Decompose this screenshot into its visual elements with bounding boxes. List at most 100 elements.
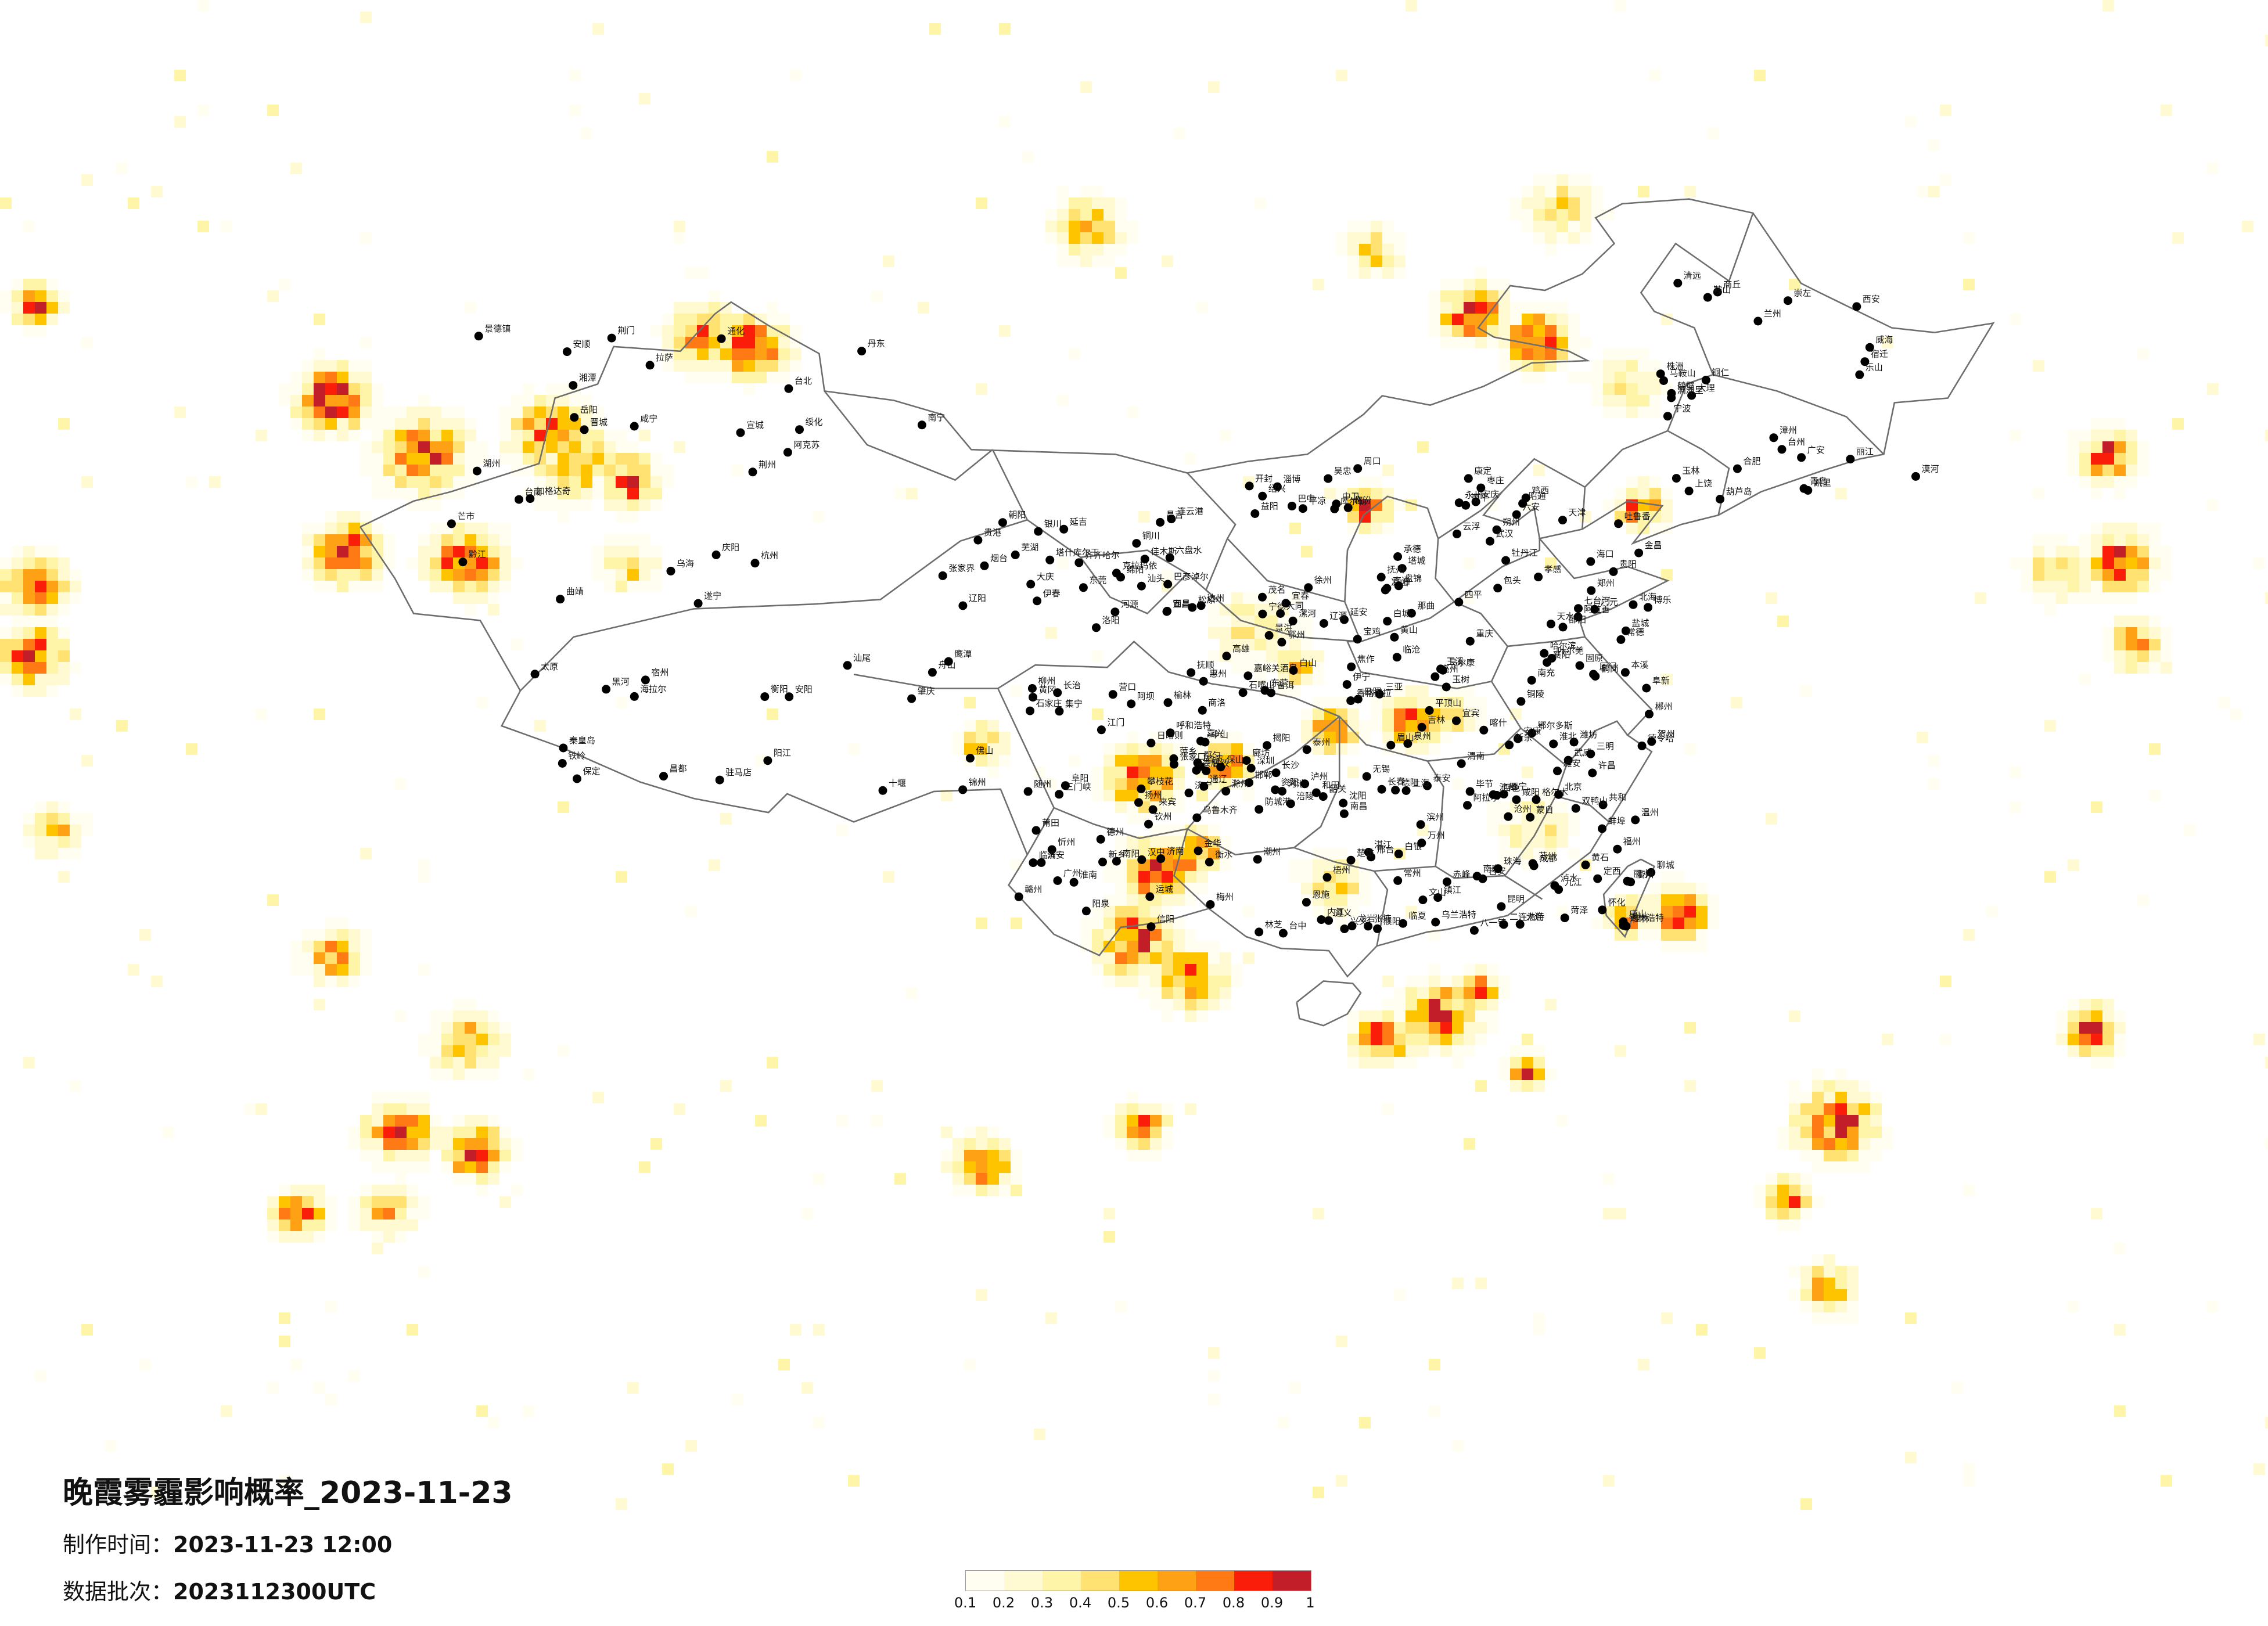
city-dot: [1574, 604, 1583, 613]
city-dot: [1156, 517, 1165, 527]
probability-cell: [964, 1138, 976, 1150]
city-dot: [1258, 592, 1267, 602]
probability-cell: [1080, 256, 1092, 267]
probability-cell: [1452, 999, 1464, 1010]
probability-cell: [1406, 906, 1417, 918]
city-label: 广安: [1807, 445, 1825, 455]
probability-cell: [488, 604, 499, 616]
probability-cell: [2102, 592, 2114, 604]
probability-cell: [964, 1173, 976, 1185]
probability-cell: [639, 499, 650, 511]
probability-cell: [1615, 894, 1626, 906]
city-marker: 乌兰浩特: [1431, 909, 1476, 927]
probability-cell: [558, 418, 569, 430]
probability-cell: [732, 325, 743, 337]
probability-cell: [1789, 1092, 1800, 1103]
city-marker: 鄂尔多斯: [1527, 720, 1573, 738]
city-label: 南昌: [1350, 801, 1367, 811]
city-marker: 泸水: [1550, 873, 1578, 890]
probability-cell: [302, 360, 314, 372]
probability-cell: [360, 418, 372, 430]
probability-cell: [360, 372, 372, 383]
city-marker: 济南: [1156, 846, 1184, 864]
probability-cell: [1104, 941, 1115, 952]
probability-cell: [348, 952, 360, 964]
city-label: 苏州: [1539, 851, 1556, 861]
probability-cell: [1220, 999, 1231, 1010]
probability-cell: [1731, 697, 1742, 708]
probability-cell: [778, 372, 790, 383]
probability-cell: [290, 941, 302, 952]
probability-cell: [720, 813, 732, 825]
city-label: 天水: [1557, 611, 1574, 622]
probability-cell: [2091, 1010, 2102, 1022]
city-dot: [980, 561, 989, 570]
probability-cell: [2114, 1405, 2126, 1417]
probability-cell: [1301, 662, 1313, 674]
probability-cell: [1429, 999, 1440, 1010]
probability-cell: [1185, 941, 1196, 952]
city-label: 洛阳: [1102, 615, 1120, 625]
probability-cell: [1115, 790, 1127, 801]
probability-cell: [465, 1150, 476, 1161]
probability-cell: [1487, 813, 1498, 825]
probability-cell: [1208, 616, 1220, 627]
probability-cell: [0, 197, 12, 209]
probability-cell: [1835, 1150, 1847, 1161]
probability-cell: [697, 314, 709, 325]
probability-cell: [1789, 1266, 1800, 1278]
probability-cell: [616, 476, 627, 488]
probability-cell: [418, 859, 430, 871]
probability-cell: [418, 1045, 430, 1057]
city-marker: 菏泽: [1560, 905, 1588, 923]
probability-cell: [23, 546, 35, 557]
city-marker: 锡林浩特: [1619, 913, 1664, 930]
city-dot: [1376, 573, 1386, 582]
probability-cell: [58, 592, 70, 604]
city-label: 丽水: [1633, 868, 1651, 879]
probability-cell: [616, 871, 627, 883]
probability-cell: [372, 557, 383, 569]
probability-cell: [627, 511, 639, 523]
legend-tick-label: 0.7: [1184, 1595, 1207, 1611]
city-dot: [1401, 786, 1411, 795]
probability-cell: [1789, 279, 1800, 290]
city-label: 大理: [1698, 383, 1715, 393]
probability-cell: [337, 383, 348, 395]
city-marker: 淮安: [1037, 850, 1065, 867]
city-dot: [1288, 501, 1296, 510]
probability-cell: [372, 465, 383, 476]
probability-cell: [348, 941, 360, 952]
probability-cell: [418, 406, 430, 418]
city-dot: [1586, 557, 1595, 566]
probability-cell: [1638, 488, 1649, 499]
city-dot: [958, 601, 968, 610]
probability-cell: [465, 1173, 476, 1185]
probability-cell: [1882, 1127, 1893, 1138]
city-label: 茂名: [1268, 584, 1286, 595]
probability-cell: [372, 1185, 383, 1196]
probability-cell: [1394, 999, 1406, 1010]
probability-cell: [197, 0, 209, 12]
probability-cell: [639, 476, 650, 488]
province-boundary: [1344, 495, 1455, 642]
city-marker: 平顶山: [1425, 697, 1461, 715]
probability-cell: [1208, 964, 1220, 976]
province-boundary: [824, 390, 993, 481]
probability-cell: [1626, 360, 1638, 372]
probability-cell: [1069, 244, 1080, 256]
legend-swatch: [966, 1571, 1004, 1591]
city-marker: 梧州: [1322, 865, 1350, 882]
city-dot: [1667, 393, 1676, 402]
city-dot: [1532, 795, 1541, 804]
probability-cell: [1673, 906, 1684, 918]
city-label: 平凉: [1309, 496, 1326, 506]
probability-cell: [395, 465, 407, 476]
city-label: 荆门: [617, 325, 635, 336]
probability-cell: [1080, 918, 1092, 929]
city-dot: [938, 571, 947, 580]
city-label: 常州: [1404, 868, 1421, 878]
probability-cell: [174, 116, 186, 128]
probability-cell: [848, 743, 860, 755]
probability-cell: [1127, 1092, 1138, 1103]
